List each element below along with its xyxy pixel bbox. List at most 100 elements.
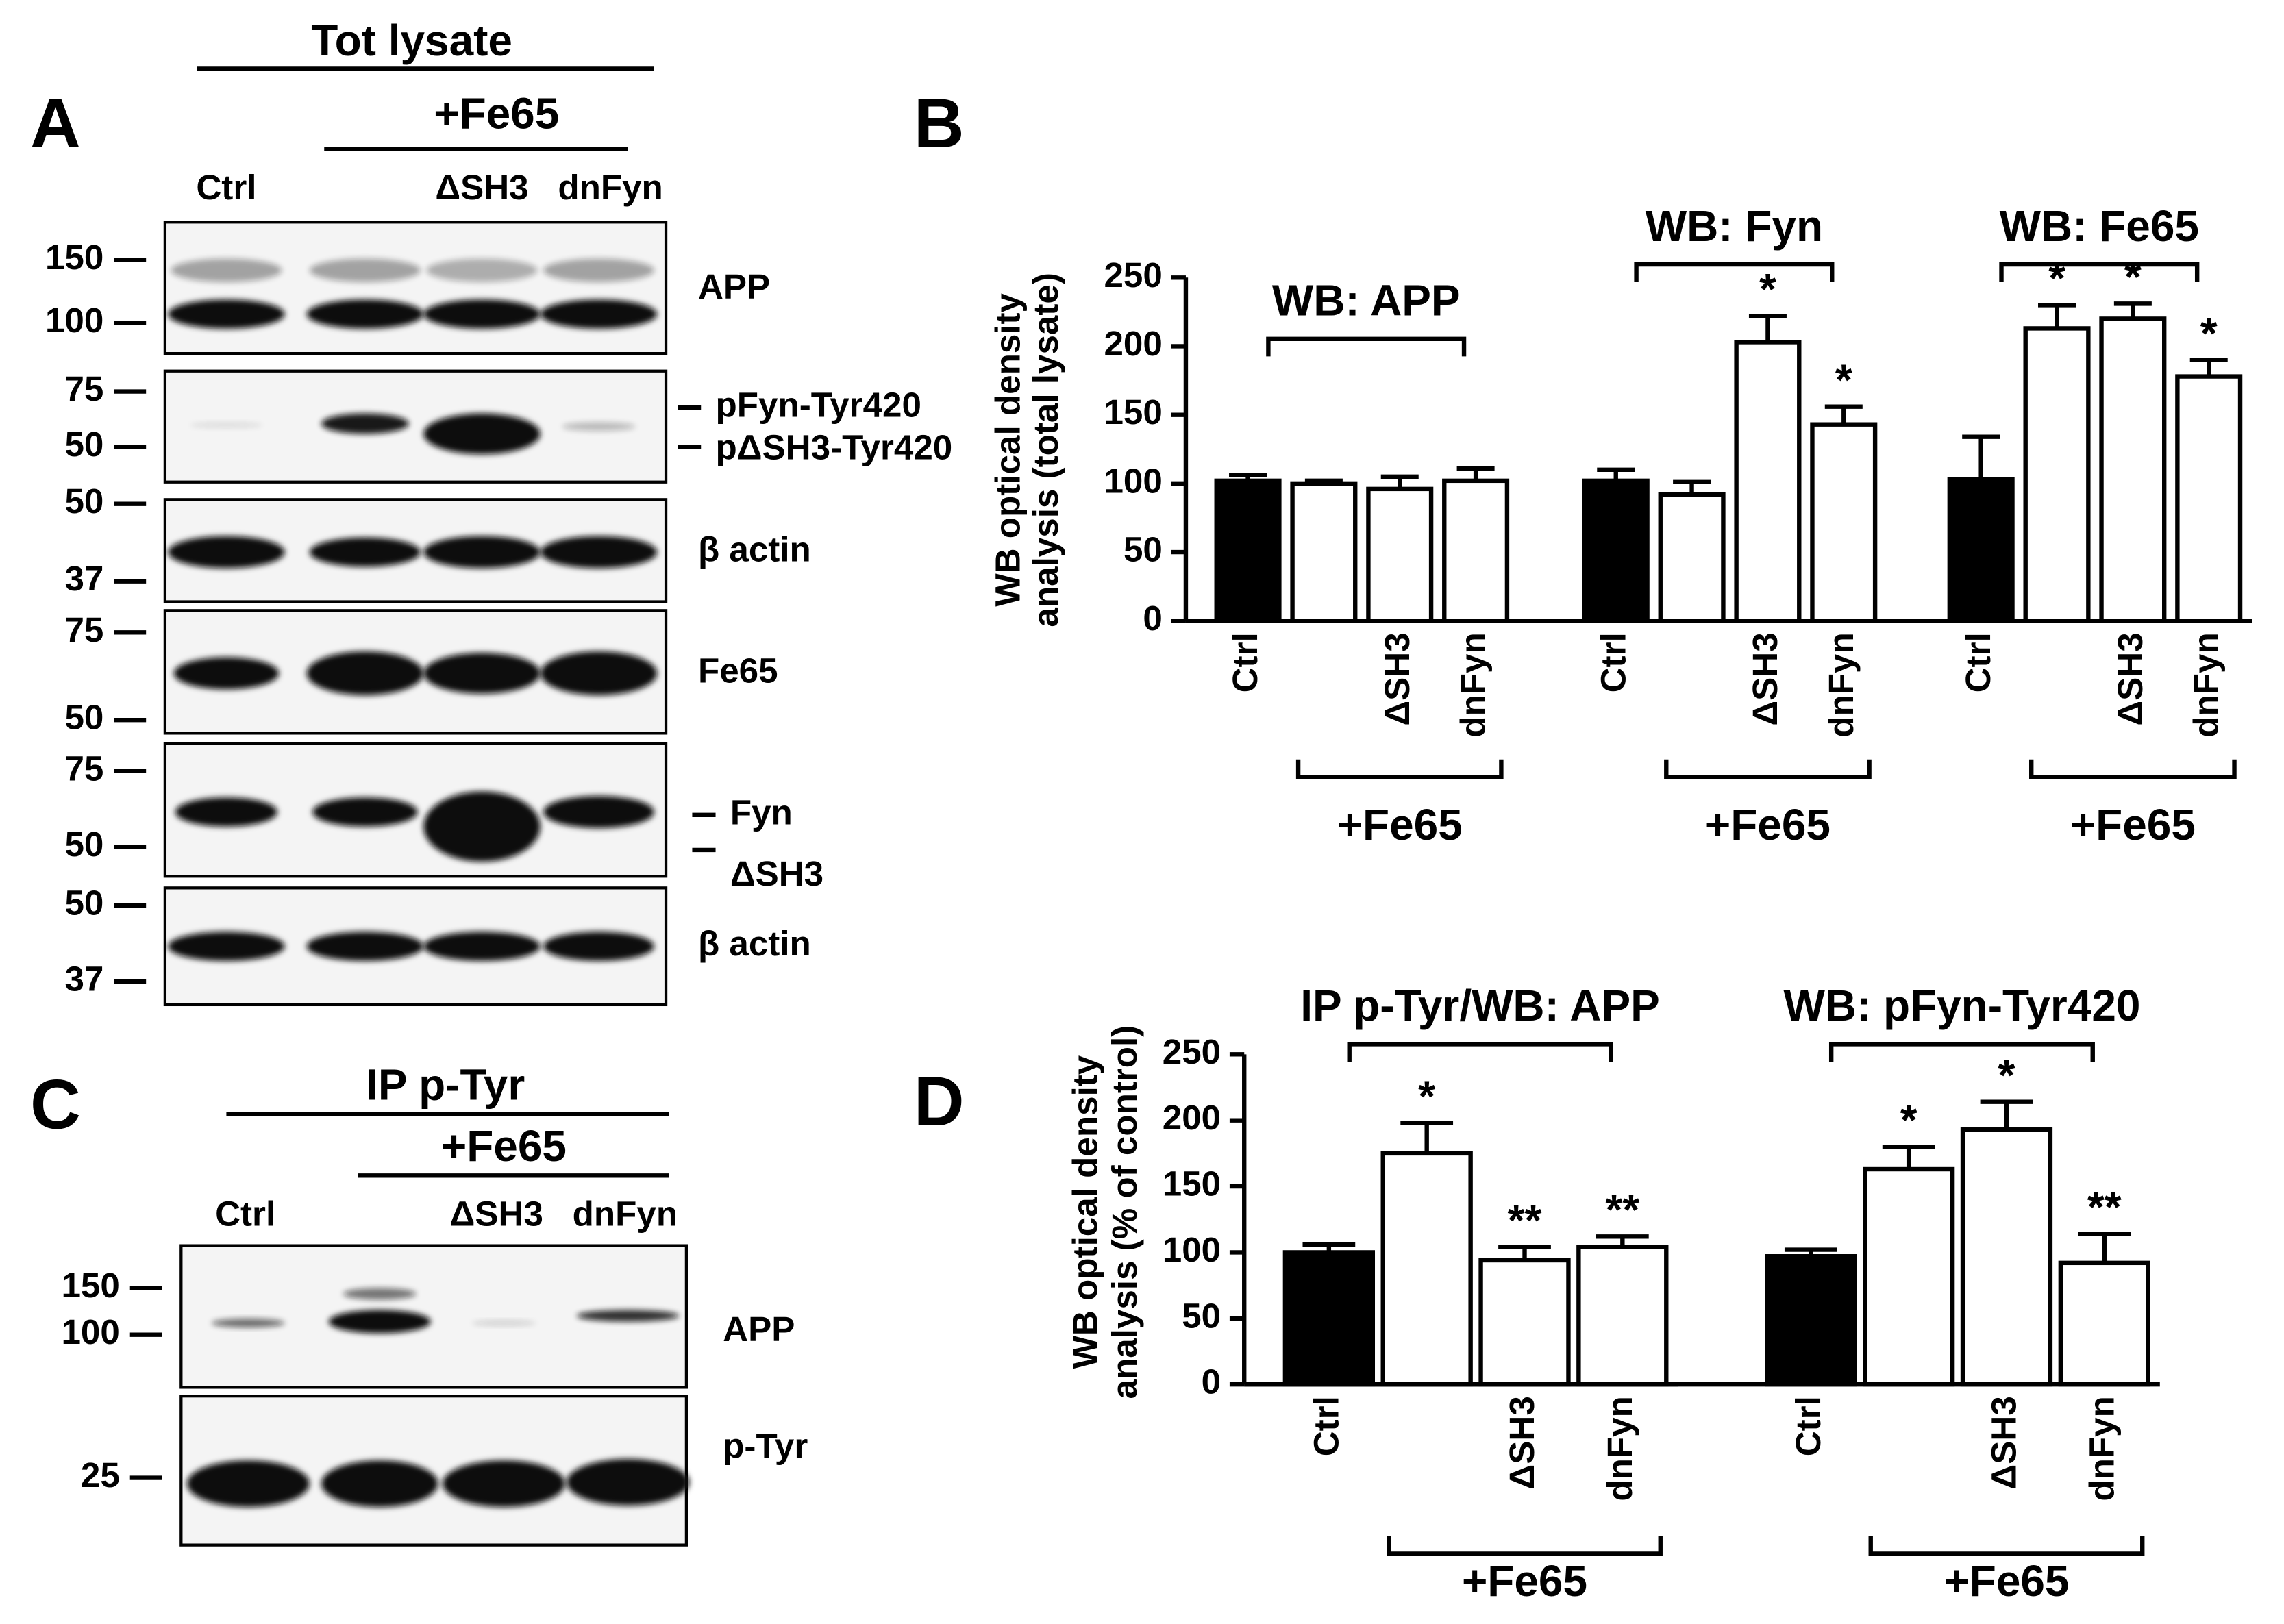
x-tick-label: ΔSH3 (1502, 1396, 1541, 1489)
x-tick-label: Ctrl (1226, 632, 1265, 692)
y-tick-label: 150 (1163, 1164, 1221, 1203)
y-tick-label: 0 (1202, 1362, 1221, 1401)
band (306, 299, 424, 329)
band (543, 258, 655, 282)
significance: * (1998, 1051, 2015, 1100)
protein-label: pΔSH3-Tyr420 (716, 427, 953, 466)
marker-label: 50 (64, 425, 103, 464)
x-tick-label: ΔSH3 (2111, 632, 2150, 725)
panel-header: Tot lysate (311, 16, 512, 65)
band (306, 651, 424, 695)
protein-label: β actin (698, 530, 811, 569)
band (343, 1288, 417, 1300)
group-label: +Fe65 (434, 89, 559, 138)
marker-label: 100 (61, 1312, 119, 1351)
y-tick-label: 200 (1104, 324, 1162, 363)
y-axis-label: analysis (% of control) (1105, 1025, 1144, 1399)
band (175, 797, 278, 827)
band (423, 536, 541, 569)
protein-label: Fe65 (698, 651, 778, 690)
band (309, 537, 421, 567)
significance: ** (1508, 1195, 1542, 1245)
band (312, 797, 418, 827)
y-tick-label: 50 (1124, 530, 1163, 569)
panel-label: B (914, 84, 965, 162)
group-title: IP p-Tyr/WB: APP (1300, 981, 1660, 1030)
band (562, 422, 636, 432)
marker-label: 37 (64, 559, 103, 598)
band (540, 651, 658, 695)
marker-label: 37 (64, 959, 103, 998)
panel-label: A (30, 84, 81, 162)
band (577, 1310, 680, 1322)
bar (1947, 477, 2015, 623)
band (309, 258, 421, 282)
band (321, 1460, 438, 1508)
y-tick-label: 200 (1163, 1098, 1221, 1137)
bar (1478, 1258, 1571, 1387)
x-tick-label: ΔSH3 (1746, 632, 1785, 725)
protein-label: Fyn (730, 792, 793, 832)
bracket-label: +Fe65 (2070, 800, 2196, 849)
protein-label: p-Tyr (723, 1426, 808, 1465)
group-title: WB: Fyn (1646, 201, 1823, 251)
y-tick-label: 0 (1143, 599, 1162, 638)
group-bracket (1266, 336, 1467, 357)
lane-label: ΔSH3 (435, 168, 528, 207)
fe65-bracket (1295, 759, 1504, 779)
band (186, 1460, 310, 1508)
band (540, 299, 658, 329)
protein-label: pFyn-Tyr420 (716, 386, 921, 425)
significance: * (1835, 355, 1852, 404)
significance: * (2048, 253, 2065, 303)
marker-label: 75 (64, 749, 103, 788)
fe65-bracket (1387, 1536, 1663, 1556)
y-tick-label: 250 (1163, 1032, 1221, 1071)
marker-label: 50 (64, 698, 103, 737)
panel-label: C (30, 1064, 81, 1143)
group-title: WB: APP (1272, 276, 1461, 325)
band (168, 536, 285, 569)
x-tick-label: Ctrl (1593, 632, 1633, 692)
y-tick-label: 100 (1163, 1230, 1221, 1269)
group-bracket (1999, 262, 2200, 282)
protein-label: β actin (698, 924, 811, 963)
x-tick-label: Ctrl (1959, 632, 1998, 692)
significance: * (2200, 308, 2218, 358)
significance: * (1900, 1095, 1917, 1145)
bracket-label: +Fe65 (1462, 1556, 1587, 1606)
bracket-label: +Fe65 (1337, 800, 1463, 849)
bar (1380, 1151, 1473, 1387)
band (442, 1460, 565, 1508)
band (173, 657, 280, 690)
bar (1582, 478, 1650, 623)
group-bracket (1828, 1042, 2095, 1062)
bar (2023, 326, 2091, 623)
x-tick-label: Ctrl (1306, 1396, 1345, 1456)
marker-label: 75 (64, 610, 103, 649)
protein-label: ΔSH3 (730, 854, 823, 893)
bar (1366, 486, 1434, 623)
y-tick-label: 150 (1104, 392, 1162, 432)
group-label: +Fe65 (441, 1121, 567, 1171)
bar (1442, 478, 1510, 623)
band (168, 932, 285, 961)
bar (2058, 1260, 2150, 1387)
fe65-bracket (2029, 759, 2237, 779)
y-tick-label: 50 (1182, 1296, 1221, 1335)
band (426, 258, 538, 282)
marker-label: 150 (61, 1266, 119, 1305)
x-tick-label: dnFyn (1822, 632, 1861, 737)
y-axis-label: WB optical density (1066, 1055, 1105, 1369)
marker-label: 50 (64, 883, 103, 922)
bar (1960, 1127, 2053, 1387)
bracket-label: +Fe65 (1944, 1556, 2069, 1606)
marker-label: 75 (64, 369, 103, 408)
y-axis-label: analysis (total lysate) (1026, 273, 1065, 627)
band (543, 932, 655, 961)
band (306, 932, 424, 961)
marker-label: 50 (64, 825, 103, 864)
band (540, 536, 658, 569)
band (328, 1310, 431, 1334)
lane-label: Ctrl (196, 168, 256, 207)
